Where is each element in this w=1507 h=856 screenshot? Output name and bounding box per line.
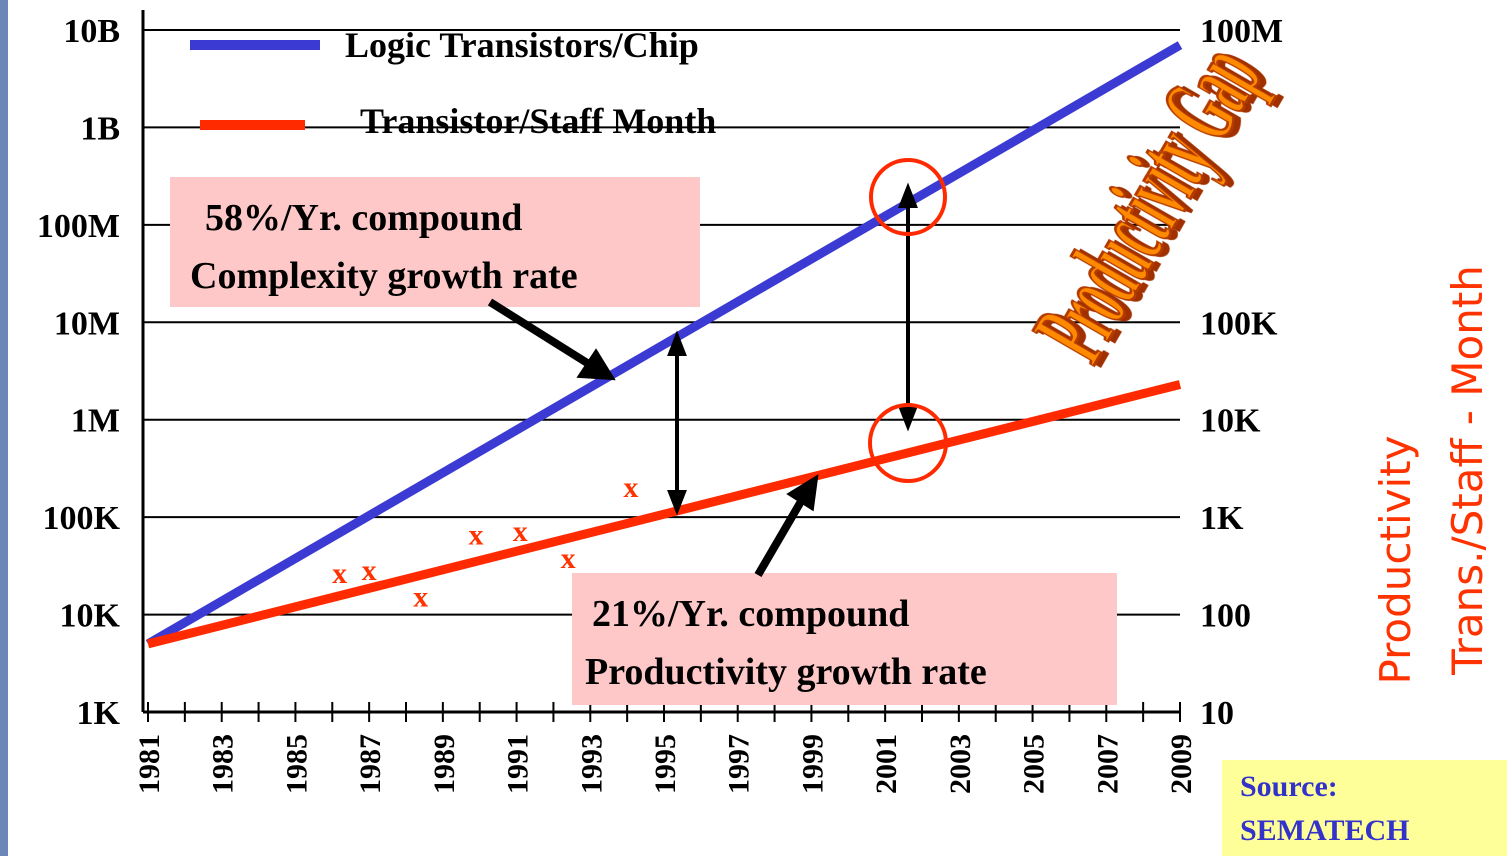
y2-tick-label: 100K (1200, 305, 1278, 342)
source-text: SEMATECH (1240, 814, 1409, 847)
x-tick-label: 1993 (575, 734, 608, 794)
y-tick-label: 10K (60, 598, 121, 635)
y2-tick-label: 100M (1200, 13, 1283, 50)
source-box (1222, 760, 1507, 856)
annotation-text: Complexity growth rate (190, 255, 578, 297)
y2-tick-label: 1K (1200, 500, 1244, 537)
x-tick-label: 2007 (1091, 734, 1124, 794)
x-tick-label: 1981 (133, 734, 166, 794)
x-tick-label: 1983 (207, 734, 240, 794)
scatter-marker: x (623, 471, 638, 504)
x-tick-label: 1985 (280, 734, 313, 794)
y2-tick-label: 10 (1200, 695, 1234, 732)
x-tick-label: 1997 (723, 734, 756, 794)
y2-axis-label: Trans./Staff - Month (1443, 265, 1492, 676)
y2-tick-label: 100 (1200, 598, 1251, 635)
scatter-marker: x (413, 580, 428, 613)
series-line (146, 380, 1182, 649)
scatter-marker: x (469, 518, 484, 551)
y2-axis-label: Productivity (1371, 436, 1420, 685)
x-tick-label: 2001 (870, 734, 903, 794)
y-tick-label: 100K (43, 500, 121, 537)
x-tick-label: 1987 (354, 734, 387, 794)
x-tick-label: 2009 (1165, 734, 1198, 794)
annotation-box (572, 573, 1117, 705)
y-tick-label: 100M (37, 208, 120, 245)
annotation-text: Productivity growth rate (585, 651, 987, 693)
scatter-marker: x (332, 557, 347, 590)
x-tick-label: 2005 (1018, 734, 1051, 794)
grid: 1K 10K 100K 1M 10M 100M 1B 10B 10 100 1K 10K 100K 100… (37, 10, 1283, 794)
x-tick-label: 1995 (649, 734, 682, 794)
y-tick-label: 1M (71, 403, 120, 440)
arrows (487, 182, 918, 578)
scatter-marker: x (561, 542, 576, 575)
y-tick-label: 1B (80, 110, 120, 147)
x-tick-label: 1989 (428, 734, 461, 794)
series-line (145, 41, 1183, 648)
scatter-marker: x (362, 554, 377, 587)
edge-strip (0, 0, 8, 856)
x-tick-label: 2003 (944, 734, 977, 794)
legend-label: Logic Transistors/Chip (345, 25, 699, 65)
y-tick-label: 10B (63, 13, 120, 50)
annotation-text: 21%/Yr. compound (592, 593, 909, 635)
scatter-marker: x (513, 515, 528, 548)
y2-tick-label: 10K (1200, 403, 1261, 440)
x-tick-label: 1999 (796, 734, 829, 794)
highlight-circle (869, 158, 947, 236)
highlight-circle (868, 403, 948, 483)
annotation-box (170, 177, 700, 307)
source-text: Source: (1240, 770, 1338, 803)
annotation-text: 58%/Yr. compound (205, 197, 522, 239)
x-tick-label: 1991 (502, 734, 535, 794)
legend-label: Transistor/Staff Month (360, 101, 716, 141)
y-tick-label: 1K (77, 695, 121, 732)
y-tick-label: 10M (54, 305, 120, 342)
